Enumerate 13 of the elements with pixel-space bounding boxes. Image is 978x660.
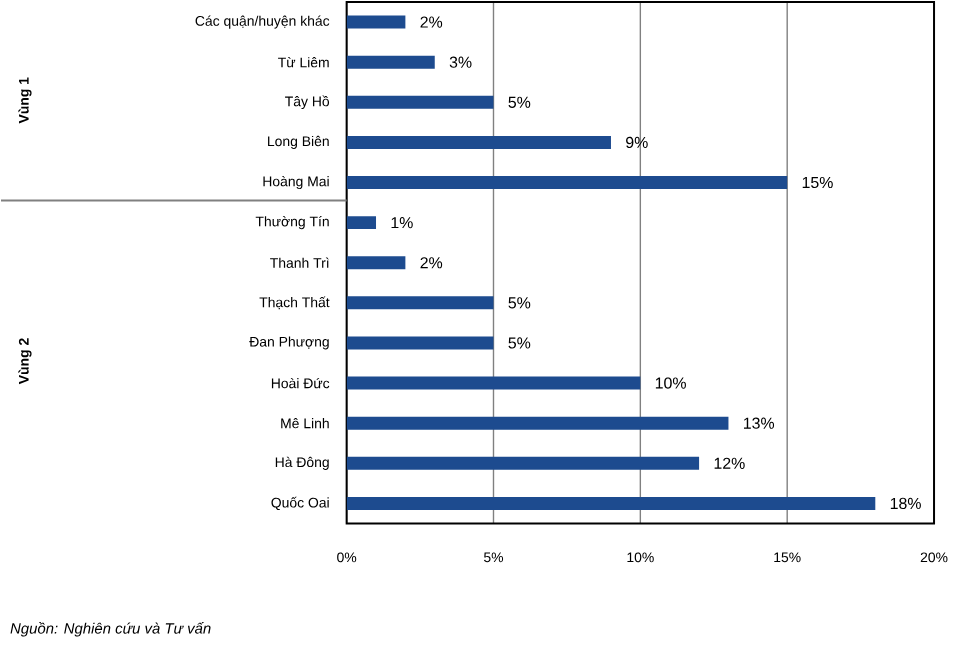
bar: [346, 96, 494, 110]
bar: [346, 296, 494, 310]
bar: [346, 417, 729, 431]
bar: [346, 497, 876, 511]
bar: [346, 56, 435, 70]
bar: [346, 336, 494, 350]
bar: [346, 136, 611, 150]
bar: [346, 256, 406, 270]
bar: [346, 376, 641, 390]
bar: [346, 176, 788, 190]
bar: [346, 216, 377, 230]
bar: [346, 15, 406, 29]
bar: [346, 457, 700, 471]
